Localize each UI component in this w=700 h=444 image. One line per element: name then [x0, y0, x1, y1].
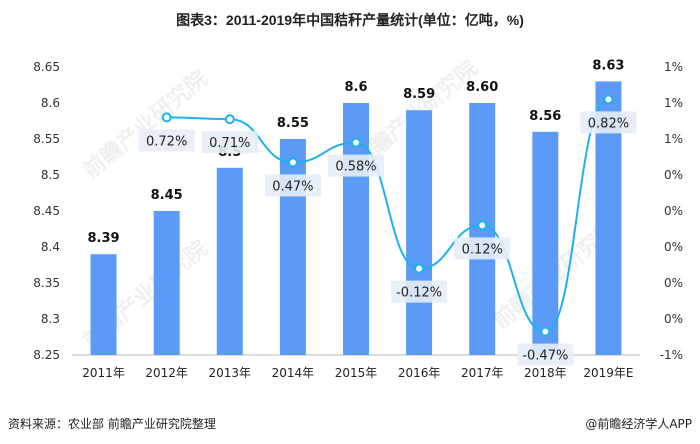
line-point — [161, 112, 172, 123]
line-data-label: 0.82% — [588, 116, 629, 131]
x-tick-label: 2012年 — [145, 366, 188, 380]
line-point — [351, 137, 361, 148]
x-tick-label: 2018年 — [524, 366, 567, 380]
line-point — [603, 94, 614, 105]
bar-data-label: 8.56 — [529, 109, 561, 124]
left-tick-label: 8.35 — [33, 276, 60, 290]
line-data-label: 0.58% — [335, 160, 376, 175]
bar-data-label: 8.59 — [403, 87, 435, 102]
bar — [90, 254, 117, 355]
bar-data-label: 8.60 — [466, 80, 498, 95]
x-tick-label: 2019年E — [583, 366, 633, 380]
brand-credit: @前瞻经济学人APP — [585, 417, 692, 431]
right-tick-label: 0% — [664, 276, 683, 290]
line-label-bg — [454, 237, 511, 260]
right-tick-label: 0% — [664, 168, 683, 182]
right-tick-label: 0% — [664, 204, 683, 218]
line-data-label: 0.47% — [272, 179, 313, 194]
bar-data-label: 8.45 — [151, 188, 183, 203]
bar — [406, 110, 433, 355]
x-tick-label: 2014年 — [272, 366, 315, 380]
bar — [216, 167, 243, 355]
x-tick-label: 2016年 — [398, 366, 441, 380]
bar — [153, 211, 180, 355]
line-label-bg — [201, 131, 258, 154]
line-data-label: 0.72% — [146, 134, 187, 149]
line-label-bg — [580, 111, 637, 134]
line-point — [287, 157, 298, 168]
left-tick-label: 8.45 — [33, 204, 60, 218]
watermark: 前瞻产业研究院 — [78, 65, 213, 184]
line-point — [224, 114, 235, 125]
chart-title: 图表3：2011-2019年中国秸秆产量统计(单位：亿吨，%) — [176, 12, 524, 28]
x-tick-label: 2011年 — [82, 366, 125, 380]
line-point — [540, 326, 551, 337]
bar-data-label: 8.63 — [592, 58, 624, 73]
left-tick-label: 8.5 — [41, 168, 60, 182]
left-tick-label: 8.65 — [33, 60, 60, 74]
source-note: 资料来源：农业部 前瞻产业研究院整理 — [8, 417, 216, 431]
line-label-bg — [391, 280, 448, 303]
bar — [532, 131, 559, 355]
right-tick-label: 0% — [664, 240, 683, 254]
right-tick-label: 1% — [664, 132, 683, 146]
line-data-label: -0.12% — [396, 286, 442, 301]
bar-data-label: 8.6 — [344, 80, 367, 95]
line-label-bg — [138, 129, 195, 152]
left-tick-label: 8.6 — [41, 96, 60, 110]
left-tick-label: 8.55 — [33, 132, 60, 146]
right-tick-label: 1% — [664, 60, 683, 74]
line-label-bg — [517, 343, 574, 366]
line-data-label: 0.12% — [462, 242, 503, 257]
line-point — [414, 263, 425, 274]
right-tick-label: 0% — [664, 312, 683, 326]
left-tick-label: 8.3 — [41, 312, 60, 326]
x-tick-label: 2017年 — [461, 366, 504, 380]
x-tick-label: 2013年 — [209, 366, 252, 380]
chart-svg: 前瞻产业研究院前瞻产业研究院前瞻产业研究院前瞻产业研究院8.258.38.358… — [33, 55, 683, 380]
left-tick-label: 8.4 — [41, 240, 60, 254]
bar-data-label: 8.55 — [277, 116, 309, 131]
line-label-bg — [264, 174, 321, 197]
line-point — [477, 220, 488, 231]
x-tick-label: 2015年 — [335, 366, 378, 380]
right-tick-label: -1% — [660, 348, 683, 362]
line-data-label: 0.71% — [209, 136, 250, 151]
bar-data-label: 8.39 — [88, 231, 120, 246]
right-tick-label: 1% — [664, 96, 683, 110]
line-data-label: -0.47% — [522, 349, 568, 364]
left-tick-label: 8.25 — [33, 348, 60, 362]
line-label-bg — [328, 154, 384, 177]
bar — [279, 139, 306, 355]
